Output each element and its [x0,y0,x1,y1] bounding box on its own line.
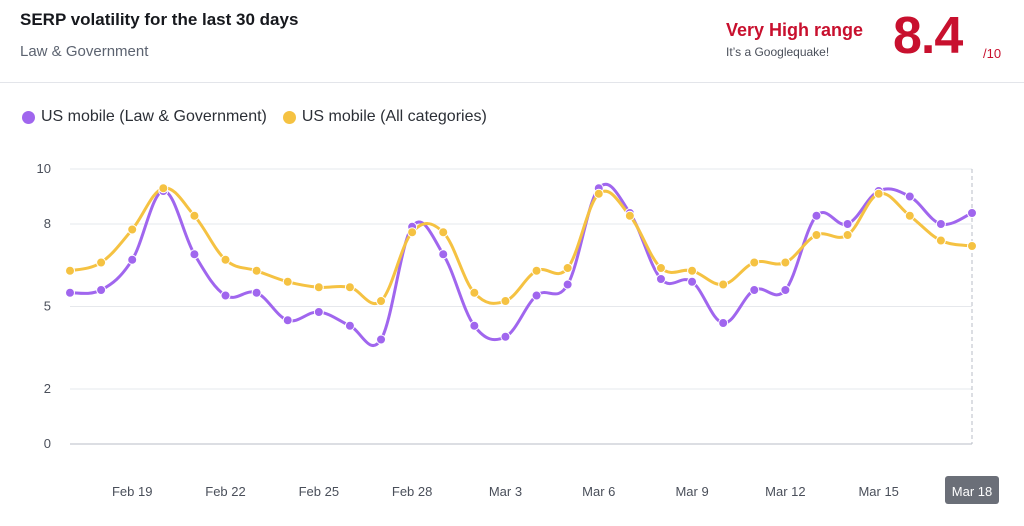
data-point-all-categories [189,210,200,221]
data-point-all-categories [500,296,511,306]
data-point-law-government [655,274,666,284]
legend-marker-law-government [22,110,35,124]
data-point-all-categories [127,224,138,235]
data-point-law-government [749,285,760,295]
data-point-all-categories [811,230,822,240]
data-point-all-categories [718,279,729,290]
data-point-law-government [531,290,542,301]
y-tick-label-10: 10 [37,161,51,176]
data-point-all-categories [65,265,75,276]
x-tick-label: Feb 28 [392,484,432,499]
data-point-all-categories [282,276,293,287]
legend-item-law-government[interactable]: US mobile (Law & Government) [22,108,267,126]
data-point-law-government [251,287,262,298]
x-tick-label: Mar 6 [582,484,615,499]
data-point-all-categories [593,188,604,199]
data-point-all-categories [687,265,698,276]
series-line-law-government [68,182,974,348]
data-point-all-categories [935,235,946,246]
data-point-law-government [935,219,946,229]
data-point-law-government [96,285,107,295]
data-point-all-categories [158,183,169,194]
data-point-law-government [189,249,200,260]
data-point-all-categories [749,257,760,268]
x-tick-label: Mar 18 [952,484,992,499]
x-tick-highlight-badge [945,476,999,504]
data-point-law-government [967,208,977,218]
data-point-law-government [904,191,915,202]
data-point-law-government [438,249,449,260]
data-point-law-government [376,334,387,345]
chart-title: SERP volatility for the last 30 days [20,10,299,29]
chart-legend: US mobile (Law & Government) US mobile (… [22,108,503,126]
data-point-all-categories [96,257,107,268]
data-point-law-government [562,279,573,290]
data-point-law-government [344,320,355,331]
x-tick-label: Mar 12 [765,484,805,499]
data-point-law-government [687,276,698,287]
data-point-all-categories [313,282,324,293]
volatility-score: 8.4 [893,7,963,65]
volatility-range-note: It’s a Googlequake! [726,45,830,59]
data-point-law-government [65,287,75,298]
category-subtitle: Law & Government [20,43,149,60]
data-point-law-government [780,285,791,295]
data-point-all-categories [220,254,231,265]
volatility-line-chart: 0 2 5 8 10 Feb 19 Feb 22 Feb 25 Feb 28 Mar 3 Mar 6… [37,161,999,504]
data-point-law-government [811,210,822,221]
y-tick-label-8: 8 [44,216,51,231]
volatility-score-max: /10 [983,46,1002,61]
x-tick-label: Feb 25 [299,484,339,499]
data-point-all-categories [376,296,387,306]
x-tick-label: Mar 15 [858,484,898,499]
data-point-law-government [220,290,231,301]
legend-label-law-government: US mobile (Law & Government) [41,108,267,125]
legend-marker-all-categories [282,110,296,124]
chart-header: SERP volatility for the last 30 days Law… [0,0,1024,83]
x-tick-label: Mar 9 [675,484,708,499]
y-tick-label-0: 0 [44,436,51,451]
x-tick-label: Feb 19 [112,484,152,499]
x-tick-label: Mar 3 [489,484,522,499]
data-point-law-government [469,320,480,331]
volatility-range-label: Very High range [726,20,864,40]
data-point-law-government [282,315,293,326]
data-point-law-government [313,307,324,317]
data-point-all-categories [531,265,542,276]
legend-label-all-categories: US mobile (All categories) [301,108,487,125]
data-point-all-categories [904,210,915,221]
y-tick-label-2: 2 [44,381,51,396]
data-point-law-government [127,254,138,265]
data-point-all-categories [438,227,449,238]
x-tick-label: Feb 22 [205,484,245,499]
data-point-law-government [842,219,853,229]
data-point-all-categories [469,287,480,298]
data-point-all-categories [780,257,791,268]
data-point-law-government [718,318,729,328]
data-point-law-government [500,331,511,342]
data-point-all-categories [655,263,666,273]
data-point-all-categories [842,230,853,240]
data-point-all-categories [562,263,573,273]
data-point-all-categories [251,265,262,276]
series-line-all-categories [68,186,974,305]
data-point-all-categories [967,241,977,251]
data-point-all-categories [624,210,635,221]
data-point-all-categories [873,188,884,199]
data-point-all-categories [344,282,355,293]
y-tick-label-5: 5 [44,299,51,314]
legend-item-all-categories[interactable]: US mobile (All categories) [282,108,487,126]
data-point-all-categories [407,227,418,238]
